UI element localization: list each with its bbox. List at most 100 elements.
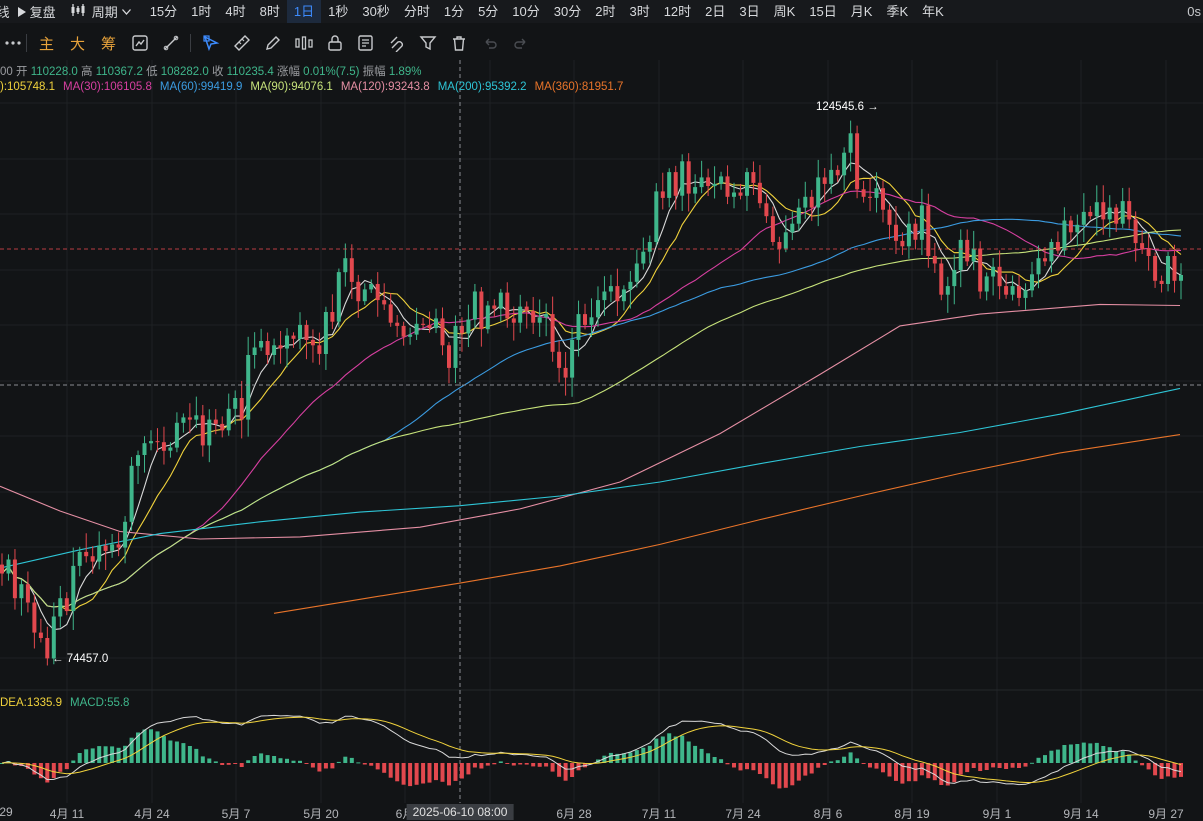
macd-bar <box>466 763 471 775</box>
lock-tool-button[interactable] <box>319 27 350 59</box>
macd-bar <box>861 763 866 764</box>
candle-body <box>563 367 568 378</box>
candlestick-icon <box>71 4 85 16</box>
macd-bar <box>84 749 89 763</box>
high-value: 110367.2 <box>95 66 143 78</box>
candle-body <box>472 291 477 320</box>
indicator-settings-button[interactable] <box>124 27 155 59</box>
period-option[interactable]: 3时 <box>629 4 650 19</box>
cursor-tool-button[interactable] <box>195 27 226 59</box>
candle-body <box>343 258 348 273</box>
period-option[interactable]: 1时 <box>191 4 212 19</box>
more-dots-button[interactable] <box>0 27 22 59</box>
macd-legend-item: DEA:1335.9 <box>0 697 63 709</box>
macd-bar <box>317 763 322 772</box>
filter-tool-button[interactable] <box>412 27 443 59</box>
macd-bar <box>1088 743 1093 763</box>
candle-body <box>809 196 814 208</box>
candle-body <box>265 341 270 355</box>
indicator-icon <box>131 35 148 51</box>
period-option[interactable]: 月K <box>850 4 873 19</box>
time-axis-label: 29 <box>0 805 13 819</box>
period-option[interactable]: 季K <box>886 4 909 19</box>
kline-chart[interactable] <box>0 0 1203 803</box>
chart-type-button[interactable] <box>64 4 92 19</box>
candle-body <box>485 305 490 330</box>
macd-bar <box>323 763 328 769</box>
delete-tool-button[interactable] <box>443 27 474 59</box>
ruler-tool-button[interactable] <box>226 27 257 59</box>
candle-body <box>1172 256 1177 281</box>
period-option[interactable]: 15分 <box>149 4 178 19</box>
macd-bar <box>136 732 140 763</box>
pattern-tool-button[interactable] <box>288 27 319 59</box>
macd-bar <box>259 753 264 763</box>
candle-body <box>259 341 264 348</box>
candle-body <box>602 291 607 301</box>
macd-bar <box>894 763 898 781</box>
period-option[interactable]: 30秒 <box>362 4 390 19</box>
period-dropdown[interactable]: 周期 <box>92 2 143 21</box>
candle-body <box>524 306 529 311</box>
candle-body <box>531 310 536 323</box>
lock-icon <box>327 35 342 51</box>
macd-bar <box>1133 760 1138 763</box>
main-indicator-button[interactable]: 主 <box>38 35 54 53</box>
period-option[interactable]: 2时 <box>595 4 616 19</box>
period-option[interactable]: 4时 <box>225 4 246 19</box>
macd-bar <box>64 763 69 770</box>
macd-bar <box>660 736 665 763</box>
period-option[interactable]: 12时 <box>663 4 692 19</box>
period-option[interactable]: 15日 <box>809 4 837 19</box>
macd-legend: DEA:1335.9 MACD:55.8 <box>0 697 137 709</box>
undo-icon <box>485 38 497 49</box>
period-option[interactable]: 1分 <box>443 4 465 19</box>
candle-body <box>997 266 1002 287</box>
note-tool-button[interactable] <box>350 27 381 59</box>
dea-line <box>1 716 1182 783</box>
period-option[interactable]: 10分 <box>512 4 540 19</box>
undo-button[interactable] <box>474 27 505 59</box>
candle-body <box>634 263 639 282</box>
candle-body <box>1010 286 1015 295</box>
candle-body <box>770 216 775 242</box>
candle-body <box>123 521 128 548</box>
candle-body <box>537 317 542 323</box>
candle-body <box>971 248 976 262</box>
pen-tool-button[interactable] <box>257 27 288 59</box>
period-option[interactable]: 30分 <box>553 4 582 19</box>
kline-toggle[interactable]: K线 <box>0 2 18 21</box>
candle-body <box>459 325 464 334</box>
period-option[interactable]: 5分 <box>478 4 499 19</box>
period-option[interactable]: 周K <box>773 4 796 19</box>
candle-body <box>1055 242 1060 251</box>
macd-bar <box>971 763 976 768</box>
macd-bar <box>654 738 659 763</box>
macd-bar <box>641 747 646 763</box>
period-option[interactable]: 2日 <box>705 4 726 19</box>
macd-bar <box>395 763 400 782</box>
macd-bar <box>919 763 924 776</box>
candle-body <box>1140 243 1145 249</box>
period-option[interactable]: 3日 <box>739 4 760 19</box>
candle-body <box>848 133 853 153</box>
period-option[interactable]: 年K <box>922 4 944 19</box>
magnet-tool-button[interactable] <box>381 27 412 59</box>
period-option[interactable]: 分时 <box>403 4 430 19</box>
big-order-button[interactable]: 大 <box>69 35 85 53</box>
time-axis-label: 4月 24 <box>134 807 170 821</box>
candle-body <box>1101 202 1106 220</box>
replay-button[interactable]: 复盘 <box>17 2 64 21</box>
candle-body <box>168 447 173 451</box>
candle-body <box>1114 207 1119 224</box>
candle-body <box>421 323 426 325</box>
period-option[interactable]: 1日 <box>286 0 322 23</box>
candle-body <box>38 632 43 638</box>
period-option[interactable]: 1秒 <box>328 4 349 19</box>
candle-body <box>855 133 860 190</box>
chip-distribution-button[interactable]: 筹 <box>100 35 116 53</box>
redo-button[interactable] <box>505 27 536 59</box>
line-tool-button[interactable] <box>155 27 186 59</box>
macd-bar <box>680 735 685 763</box>
period-option[interactable]: 8时 <box>259 4 280 19</box>
